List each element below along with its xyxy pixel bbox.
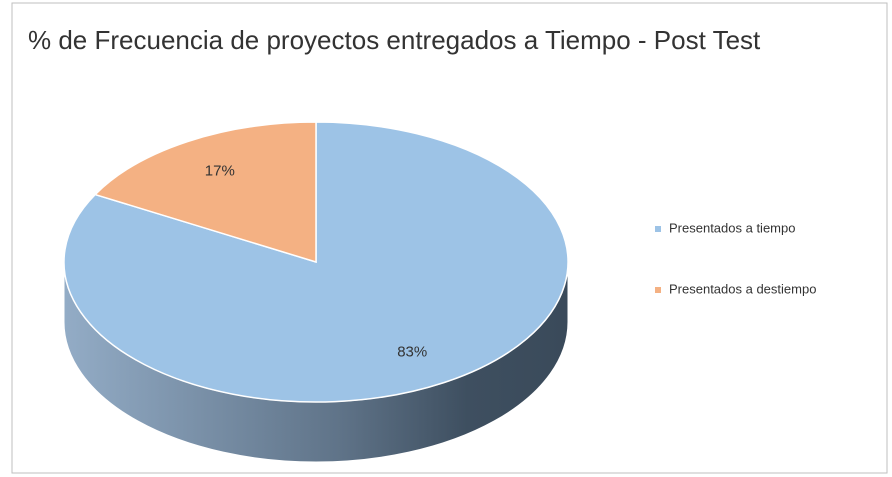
legend-swatch: [655, 287, 661, 293]
chart-title: % de Frecuencia de proyectos entregados …: [28, 25, 761, 55]
legend-label: Presentados a destiempo: [669, 281, 816, 296]
data-label: 17%: [205, 163, 235, 180]
legend-label: Presentados a tiempo: [669, 220, 795, 235]
legend-swatch: [655, 226, 661, 232]
pie-slice: [93, 121, 317, 264]
data-label: 83%: [397, 343, 427, 360]
